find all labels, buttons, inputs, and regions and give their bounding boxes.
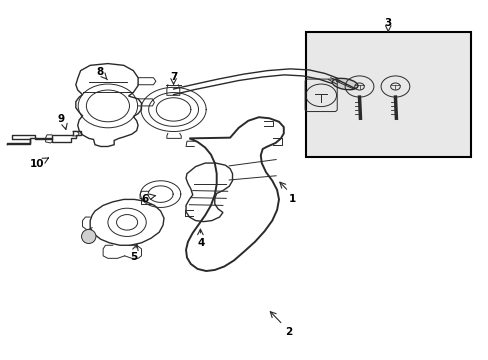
Text: 10: 10 bbox=[30, 159, 44, 169]
Text: 2: 2 bbox=[285, 327, 292, 337]
Text: 7: 7 bbox=[169, 72, 177, 82]
Text: 5: 5 bbox=[129, 252, 137, 262]
Text: 4: 4 bbox=[197, 238, 204, 248]
Text: 3: 3 bbox=[384, 18, 391, 28]
Text: 1: 1 bbox=[288, 194, 295, 204]
FancyBboxPatch shape bbox=[305, 32, 470, 157]
Ellipse shape bbox=[331, 78, 357, 90]
Text: 9: 9 bbox=[58, 114, 65, 124]
Text: 6: 6 bbox=[141, 194, 148, 204]
Text: 8: 8 bbox=[96, 67, 103, 77]
Ellipse shape bbox=[81, 229, 96, 243]
